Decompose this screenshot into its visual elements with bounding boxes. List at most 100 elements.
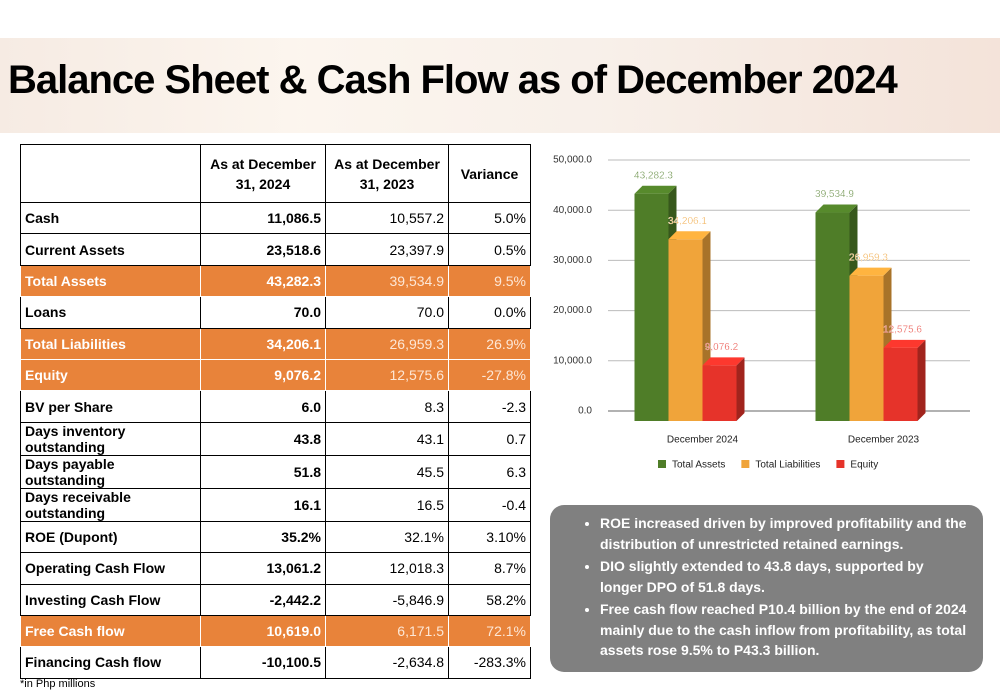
data-label: 34,206.1 [668,216,707,227]
bar [634,193,669,421]
table-cell: 23,518.6 [200,233,326,266]
table-row: Current Assets 23,518.6 23,397.9 0.5% [20,233,531,266]
table-cell: 8.3 [325,390,449,423]
table-cell: 45.5 [325,454,449,489]
table-cell: 16.5 [325,487,449,522]
table-cell: -5,846.9 [325,583,449,616]
data-label: 43,282.3 [634,170,673,181]
table-row: Days inventory outstanding 43.8 43.1 0.7 [20,421,531,456]
table-cell: Equity [20,358,201,392]
table-cell: 26,959.3 [325,327,449,360]
table-cell: 43.1 [325,421,449,456]
notes: ROE increased driven by improved profita… [550,505,983,672]
table-cell: Days inventory outstanding [20,421,201,456]
table-cell: 8.7% [448,552,531,585]
data-label: 9,076.2 [705,342,739,353]
table-cell: 70.0 [200,296,326,329]
table-cell: 58.2% [448,583,531,616]
x-tick-label: December 2024 [667,435,739,446]
table-cell: Cash [20,201,201,235]
table-cell: 9.5% [448,264,531,298]
table-cell: Free Cash flow [20,614,201,648]
legend-label: Total Liabilities [755,460,820,471]
table-cell: 6.3 [448,454,531,489]
banner [0,38,1000,133]
table-cell: 13,061.2 [200,552,326,585]
table-cell: 5.0% [448,201,531,235]
bar-top [702,357,745,366]
legend-swatch [658,460,666,468]
table-cell: 16.1 [200,487,326,522]
bar [668,239,703,421]
y-tick-label: 30,000.0 [553,255,592,266]
table-cell: 39,534.9 [325,264,449,298]
table-cell: -0.4 [448,487,531,522]
table-cell: Days payable outstanding [20,454,201,489]
table-cell: BV per Share [20,390,201,423]
table-cell: 3.10% [448,520,531,554]
table-cell: Total Liabilities [20,327,201,360]
header-cell [20,144,201,203]
table-cell: 9,076.2 [200,358,326,392]
table-cell: 0.7 [448,421,531,456]
table-row: BV per Share 6.0 8.3 -2.3 [20,390,531,423]
table-row: Financing Cash flow -10,100.5 -2,634.8 -283… [20,646,531,679]
table-row: Total Assets 43,282.3 39,534.9 9.5% [20,264,531,298]
table-cell: Total Assets [20,264,201,298]
table-cell: 35.2% [200,520,326,554]
bullet: ROE increased driven by improved profita… [600,513,969,554]
table-row: ROE (Dupont) 35.2% 32.1% 3.10% [20,520,531,554]
legend-swatch [741,460,750,468]
data-label: 26,959.3 [849,252,888,263]
table-row: Days receivable outstanding 16.1 16.5 -0.4 [20,487,531,522]
table-cell: 11,086.5 [200,201,326,235]
table-row: Equity 9,076.2 12,575.6 -27.8% [20,358,531,392]
table-cell: Investing Cash Flow [20,583,201,616]
bar [702,365,737,421]
bar-top [815,204,858,213]
bullet: DIO slightly extended to 43.8 days, supp… [600,556,969,597]
table-cell: -2.3 [448,390,531,423]
x-tick-label: December 2023 [848,435,920,446]
table-cell: 43.8 [200,421,326,456]
table-cell: -2,634.8 [325,646,449,679]
table-cell: 6.0 [200,390,326,423]
y-tick-label: 40,000.0 [553,205,592,216]
y-tick-label: 0.0 [578,406,592,417]
bar-top [668,231,711,240]
title: Balance Sheet & Cash Flow as of December… [8,58,898,102]
y-tick-label: 10,000.0 [553,355,592,366]
header-cell: Variance [448,144,531,203]
table-cell: 0.5% [448,233,531,266]
table-cell: 26.9% [448,327,531,360]
table-row: Loans 70.0 70.0 0.0% [20,296,531,329]
table-cell: 10,557.2 [325,201,449,235]
bar-top [634,185,677,194]
table-row: Operating Cash Flow 13,061.2 12,018.3 8.7% [20,552,531,585]
legend-label: Total Assets [672,460,725,471]
table-cell: -283.3% [448,646,531,679]
table-cell: 51.8 [200,454,326,489]
table-row: Total Liabilities 34,206.1 26,959.3 26.9% [20,327,531,360]
data-label: 39,534.9 [815,189,854,200]
table-cell: 34,206.1 [200,327,326,360]
table-cell: 6,171.5 [325,614,449,648]
legend-swatch [836,460,845,468]
table-row: Days payable outstanding 51.8 45.5 6.3 [20,454,531,489]
footnote: *in Php millions [20,678,96,690]
table: As at December 31, 2024 As at December 31… [20,144,531,679]
bar [883,347,918,421]
table-cell: 12,018.3 [325,552,449,585]
legend-label: Equity [850,460,878,471]
table-cell: 0.0% [448,296,531,329]
bar [815,212,850,421]
table-row: Free Cash flow 10,619.0 6,171.5 72.1% [20,614,531,648]
table-cell: Days receivable outstanding [20,487,201,522]
header-cell: As at December 31, 2024 [200,144,326,203]
header-cell: As at December 31, 2023 [325,144,449,203]
table-cell: -2,442.2 [200,583,326,616]
table-cell: Operating Cash Flow [20,552,201,585]
y-tick-label: 50,000.0 [553,155,592,166]
bar-top [849,267,892,276]
